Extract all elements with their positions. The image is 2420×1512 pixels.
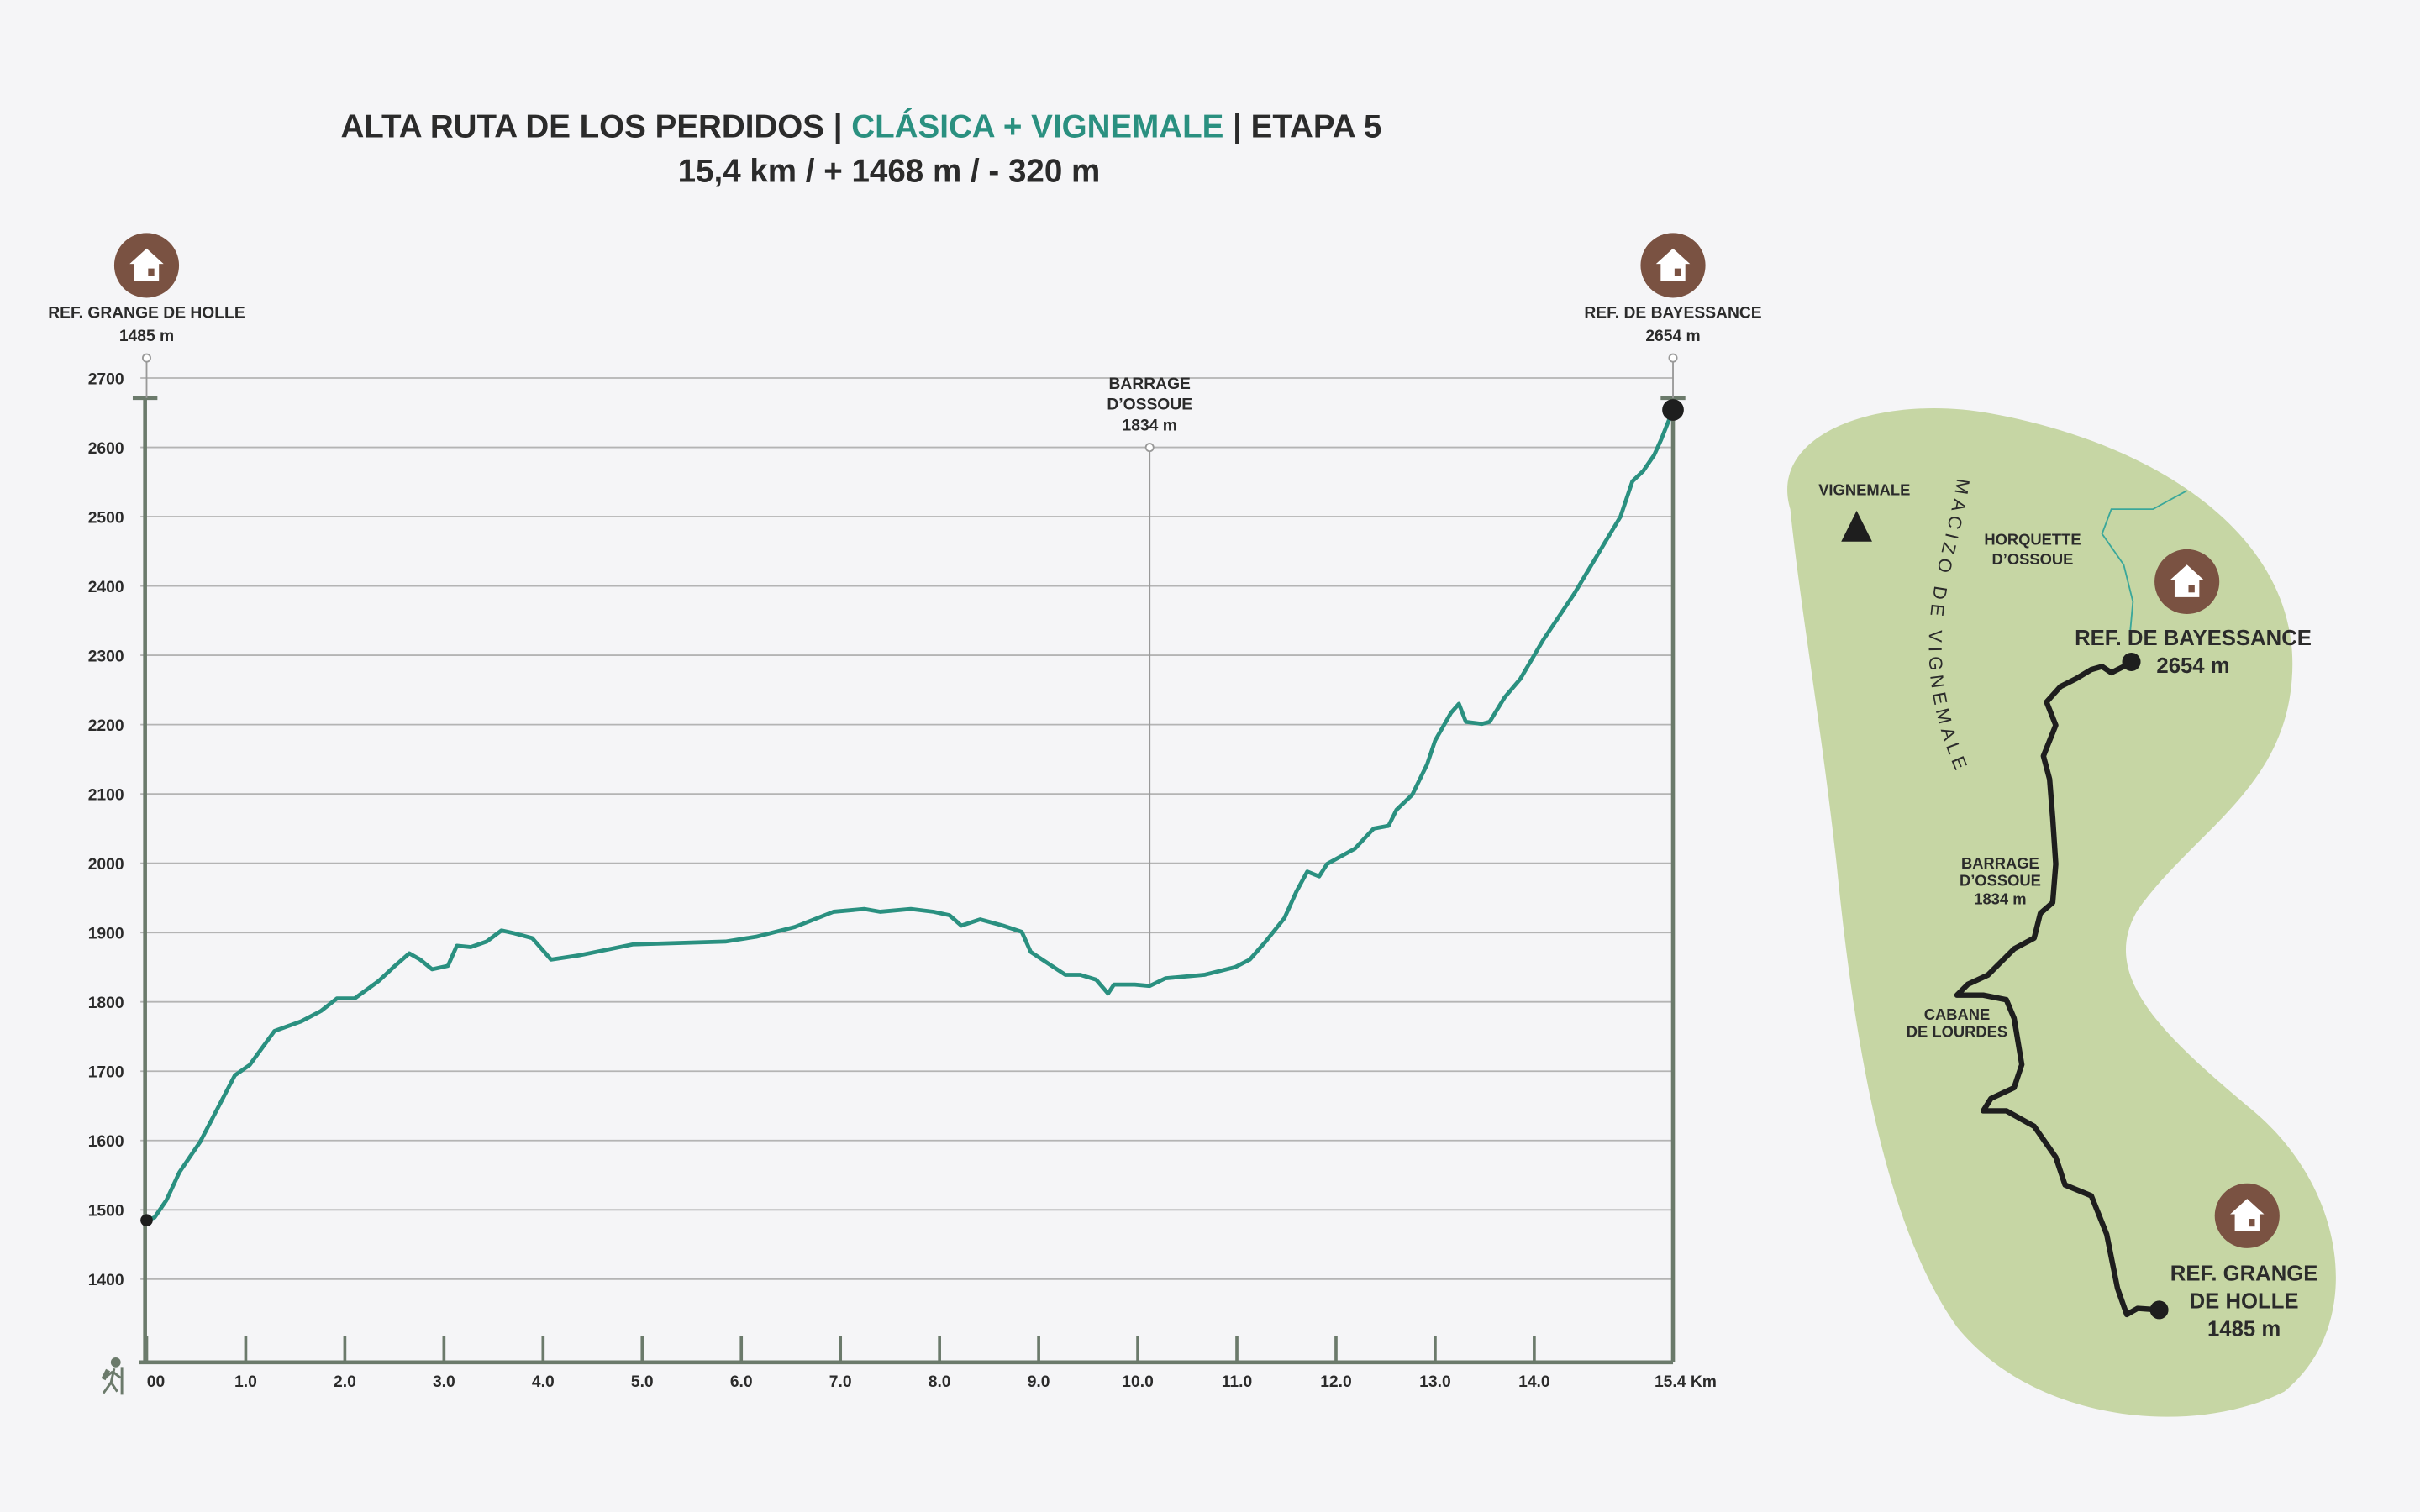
- annotation-pin: [141, 353, 151, 363]
- x-tick-label: 1.0: [234, 1373, 257, 1391]
- x-tick-label: 11.0: [1222, 1373, 1252, 1391]
- hut-icon: [113, 233, 180, 298]
- x-tick-label: 9.0: [1028, 1373, 1050, 1391]
- hiker-icon: [101, 1357, 124, 1395]
- y-tick-label: 2400: [88, 579, 124, 596]
- hut-icon: [2214, 1183, 2280, 1248]
- x-tick-label: 7.0: [829, 1373, 852, 1391]
- map-label: DE LOURDES: [1907, 1022, 2007, 1040]
- map-label: D’OSSOUE: [1992, 550, 2074, 568]
- y-tick-label: 2600: [88, 440, 124, 458]
- trail-end: [2122, 652, 2141, 671]
- annotation-elevation: 1485 m: [119, 328, 174, 345]
- x-tick-label: 2.0: [334, 1373, 356, 1391]
- title-part: CLÁSICA + VIGNEMALE: [851, 108, 1223, 144]
- x-tick-label: 13.0: [1419, 1373, 1451, 1391]
- annotation-text: REF. GRANGE DE HOLLE: [48, 304, 245, 322]
- map-label: DE HOLLE: [2190, 1290, 2299, 1314]
- hut-icon: [1640, 233, 1706, 298]
- hut-icon: [2154, 549, 2220, 615]
- chart-title: ALTA RUTA DE LOS PERDIDOS | CLÁSICA + VI…: [340, 108, 1381, 144]
- map-area: [1787, 407, 2336, 1417]
- x-tick-label: 14.0: [1518, 1373, 1550, 1391]
- x-tick-label: 5.0: [631, 1373, 654, 1391]
- map-label: 1834 m: [1974, 890, 2026, 907]
- y-tick-label: 1600: [88, 1133, 124, 1151]
- y-tick-label: 2000: [88, 856, 124, 874]
- map-label: VIGNEMALE: [1818, 481, 1910, 499]
- y-tick-label: 1400: [88, 1272, 124, 1289]
- x-tick-label: 6.0: [730, 1373, 753, 1391]
- y-tick-label: 2500: [88, 509, 124, 527]
- trail: [1954, 660, 2160, 1318]
- start-point: [140, 1214, 153, 1227]
- map-label: BARRAGE: [1961, 854, 2039, 872]
- y-tick-label: 2200: [88, 717, 124, 735]
- y-tick-label: 2100: [88, 786, 124, 804]
- map-label: D’OSSOUE: [1960, 871, 2041, 889]
- y-tick-label: 1900: [88, 926, 124, 943]
- title-part: | ETAPA 5: [1233, 108, 1381, 144]
- route-map: VIGNEMALE MACIZO DE VIGNEMALE HORQUETTE …: [1787, 407, 2336, 1417]
- x-tick-label: 4.0: [532, 1373, 555, 1391]
- plot-area: 1400 1500 1600 1700 1800 1900 2000 2100 2200 2300…: [48, 233, 1762, 1391]
- annotation-pin: [1668, 353, 1678, 363]
- map-label: HORQUETTE: [1984, 530, 2081, 548]
- y-tick-label: 2300: [88, 648, 124, 665]
- y-tick-label: 2700: [88, 370, 124, 388]
- annotation-text: D’OSSOUE: [1107, 396, 1192, 414]
- trail-start: [2149, 1300, 2169, 1320]
- map-label: 1485 m: [2207, 1318, 2281, 1341]
- y-tick-label: 1700: [88, 1064, 124, 1082]
- map-label: CABANE: [1924, 1005, 1991, 1023]
- annotation-elevation: 2654 m: [1645, 328, 1700, 345]
- end-point: [1662, 399, 1684, 421]
- map-label: REF. DE BAYESSANCE: [2075, 627, 2312, 650]
- chart-subtitle: 15,4 km / + 1468 m / - 320 m: [678, 154, 1101, 190]
- annotation-text: REF. DE BAYESSANCE: [1584, 304, 1761, 322]
- title-part: ALTA RUTA DE LOS PERDIDOS |: [340, 108, 842, 144]
- x-tick-label: 10.0: [1122, 1373, 1154, 1391]
- x-tick-label: 15.4 Km: [1655, 1373, 1717, 1391]
- x-tick-label: 12.0: [1320, 1373, 1352, 1391]
- x-tick-label: 00: [147, 1373, 165, 1391]
- peak-icon: [1841, 510, 1872, 542]
- annotation-elevation: 1834 m: [1123, 417, 1177, 434]
- stream: [2101, 490, 2188, 636]
- x-tick-label: 3.0: [433, 1373, 455, 1391]
- y-tick-label: 1500: [88, 1203, 124, 1221]
- map-label: 2654 m: [2156, 654, 2229, 678]
- map-label: REF. GRANGE: [2170, 1262, 2318, 1285]
- y-tick-label: 1800: [88, 995, 124, 1012]
- elevation-line: [145, 409, 1676, 1222]
- x-tick-label: 8.0: [929, 1373, 951, 1391]
- annotation-text: BARRAGE: [1109, 375, 1192, 393]
- annotation-pin: [1144, 443, 1155, 453]
